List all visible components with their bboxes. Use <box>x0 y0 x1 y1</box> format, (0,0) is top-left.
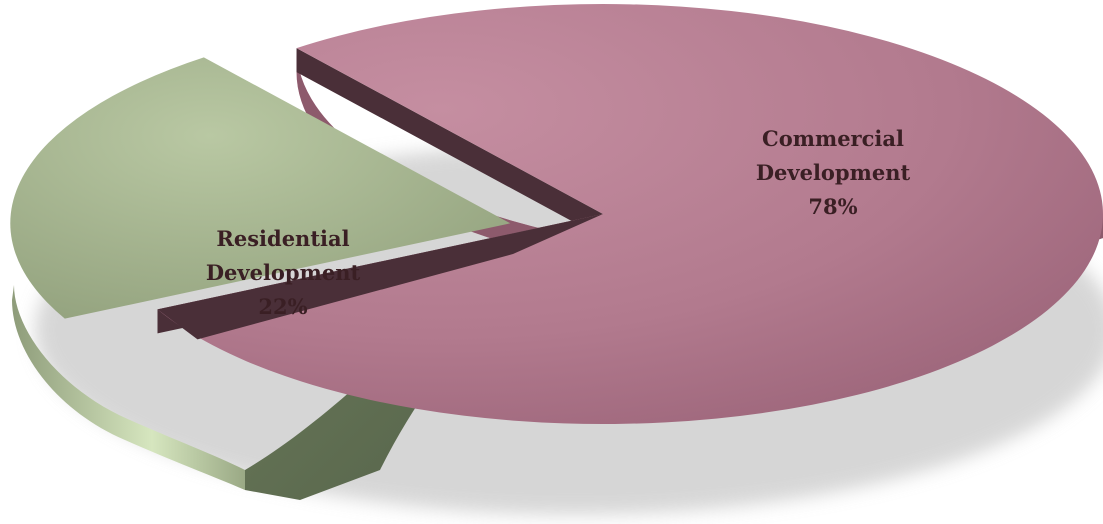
residential-label-line: Development <box>206 260 361 285</box>
commercial-value-label: 78% <box>808 194 857 219</box>
residential-slice-cut-face <box>245 233 510 500</box>
residential-label-line: Residential <box>216 226 349 251</box>
commercial-label-line: Development <box>756 160 911 185</box>
commercial-label-line: Commercial <box>762 126 904 151</box>
commercial-slice-inner-wall <box>157 214 603 340</box>
residential-slice <box>10 57 511 319</box>
residential-value-label: 22% <box>258 294 307 319</box>
commercial-slice <box>157 3 1103 425</box>
residential-slice-side <box>12 285 245 490</box>
